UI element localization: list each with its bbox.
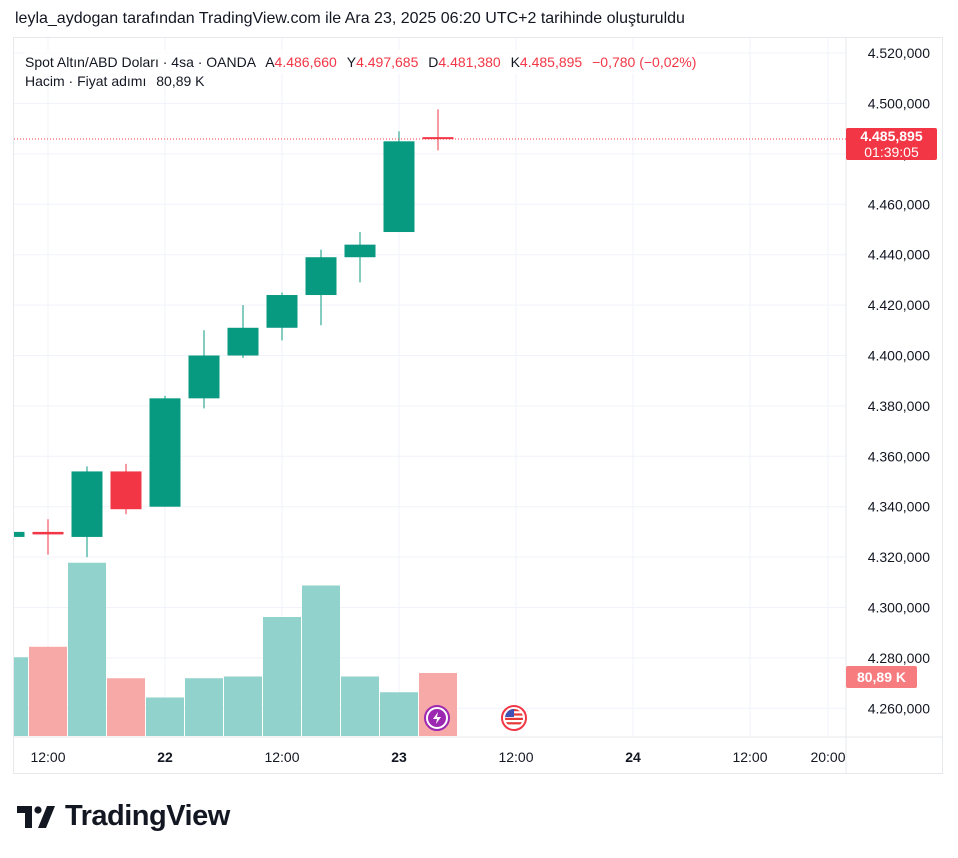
y-tick-label: 4.520,000 bbox=[868, 45, 930, 61]
volume-bar bbox=[29, 646, 67, 736]
volume-bar bbox=[68, 562, 106, 736]
y-tick-label: 4.360,000 bbox=[868, 448, 930, 464]
us-flag-event-icon[interactable] bbox=[501, 705, 527, 731]
legend-close: 4.485,895 bbox=[519, 54, 583, 70]
x-tick-label: 12:00 bbox=[498, 749, 533, 765]
volume-bar bbox=[263, 617, 301, 736]
legend-close-key: K bbox=[510, 54, 520, 70]
candle-body bbox=[383, 141, 415, 233]
candle-body bbox=[14, 531, 25, 537]
x-tick-label: 23 bbox=[391, 749, 407, 765]
y-tick-label: 4.440,000 bbox=[868, 247, 930, 263]
candle-body bbox=[305, 257, 337, 296]
y-tick-label: 4.400,000 bbox=[868, 348, 930, 364]
y-tick-label: 4.500,000 bbox=[868, 96, 930, 112]
legend-low-key: D bbox=[428, 54, 439, 70]
y-tick-label: 4.340,000 bbox=[868, 499, 930, 515]
x-tick-label: 22 bbox=[157, 749, 173, 765]
candle-body bbox=[422, 137, 454, 140]
candle-body bbox=[344, 244, 376, 258]
volume-legend: Hacim · Fiyat adımı 80,89 K bbox=[25, 73, 205, 89]
y-tick-label: 4.420,000 bbox=[868, 297, 930, 313]
price-axis[interactable]: 4.520,0004.500,0004.480,0004.460,0004.44… bbox=[868, 45, 930, 716]
chart-caption: leyla_aydogan tarafından TradingView.com… bbox=[15, 10, 685, 27]
legend-open: 4.486,660 bbox=[274, 54, 337, 70]
x-tick-label: 12:00 bbox=[30, 749, 65, 765]
lightning-event-icon[interactable] bbox=[424, 705, 450, 731]
legend-open-key: A bbox=[265, 54, 275, 70]
volume-bar bbox=[380, 692, 418, 736]
last-price-tag: 4.485,895 01:39:05 bbox=[846, 128, 937, 161]
tradingview-logo[interactable]: TradingView bbox=[17, 800, 230, 833]
bar-countdown: 01:39:05 bbox=[864, 144, 919, 161]
last-price-value: 4.485,895 bbox=[860, 128, 923, 145]
legend-high: 4.497,685 bbox=[356, 54, 419, 70]
y-tick-label: 4.460,000 bbox=[868, 196, 930, 212]
tradingview-wordmark: TradingView bbox=[65, 800, 230, 832]
chart-legend: Spot Altın/ABD Doları · 4sa · OANDA A4.4… bbox=[25, 50, 697, 74]
volume-bar bbox=[302, 585, 340, 736]
volume-legend-value: 80,89 K bbox=[156, 73, 205, 89]
volume-bar bbox=[341, 676, 379, 736]
legend-low: 4.481,380 bbox=[438, 54, 501, 70]
x-tick-label: 24 bbox=[625, 749, 641, 765]
x-tick-label: 20:00 bbox=[810, 749, 845, 765]
candle-body bbox=[71, 471, 103, 537]
volume-bar bbox=[185, 678, 223, 736]
candle-body bbox=[188, 355, 220, 399]
volume-legend-label[interactable]: Hacim · Fiyat adımı bbox=[25, 73, 147, 89]
legend-change: −0,780 (−0,02%) bbox=[592, 54, 697, 70]
volume-bars bbox=[14, 562, 457, 736]
y-tick-label: 4.380,000 bbox=[868, 398, 930, 414]
volume-bar bbox=[14, 657, 28, 736]
volume-bar bbox=[224, 676, 262, 736]
candlesticks bbox=[14, 109, 454, 558]
volume-bar bbox=[107, 678, 145, 736]
y-tick-label: 4.300,000 bbox=[868, 599, 930, 615]
volume-tag: 80,89 K bbox=[846, 666, 917, 688]
x-tick-label: 12:00 bbox=[732, 749, 767, 765]
y-tick-label: 4.320,000 bbox=[868, 549, 930, 565]
candle-body bbox=[32, 531, 64, 535]
candle-body bbox=[227, 327, 259, 356]
y-tick-label: 4.260,000 bbox=[868, 700, 930, 716]
x-tick-label: 12:00 bbox=[264, 749, 299, 765]
tradingview-logo-icon bbox=[17, 805, 55, 828]
y-tick-label: 4.280,000 bbox=[868, 650, 930, 666]
volume-bar bbox=[146, 697, 184, 736]
legend-high-key: Y bbox=[346, 54, 357, 70]
candle-body bbox=[149, 398, 181, 507]
candle-body bbox=[266, 295, 298, 328]
time-axis[interactable]: 12:00 22 12:00 23 12:00 24 12:00 20:00 bbox=[30, 749, 845, 765]
candle-body bbox=[110, 471, 142, 510]
legend-symbol[interactable]: Spot Altın/ABD Doları · 4sa · OANDA bbox=[25, 54, 256, 70]
